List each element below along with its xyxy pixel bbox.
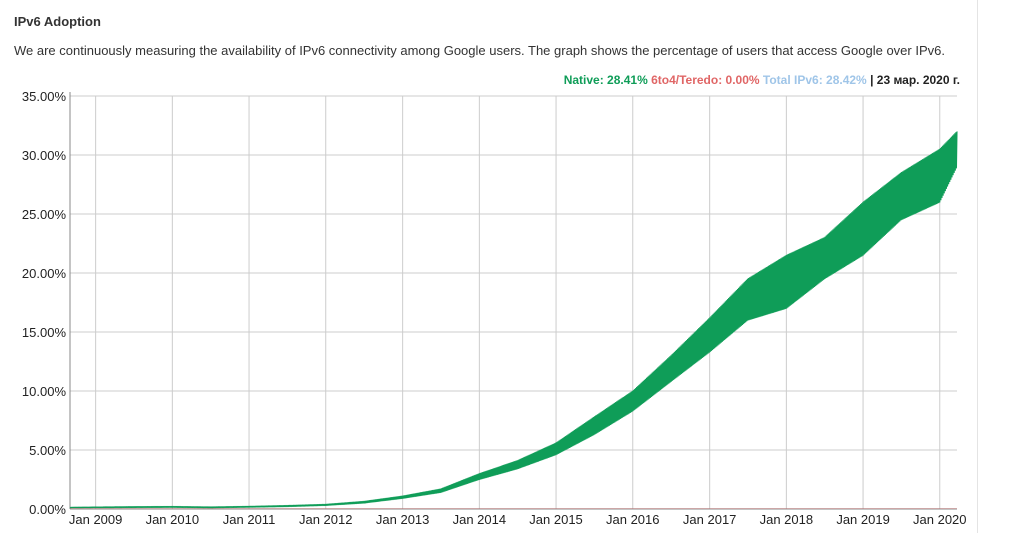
x-tick-label: Jan 2012 [299,512,353,527]
panel-right-border [977,0,978,533]
x-tick-label: Jan 2015 [529,512,583,527]
y-tick-label: 30.00% [22,148,67,163]
x-tick-label: Jan 2014 [453,512,507,527]
x-tick-label: Jan 2017 [683,512,737,527]
legend-native: Native: 28.41% [563,73,648,87]
legend-teredo: 6to4/Teredo: 0.00% [651,73,760,87]
y-tick-label: 0.00% [29,502,66,517]
x-tick-label: Jan 2018 [760,512,814,527]
y-tick-label: 5.00% [29,443,66,458]
y-tick-label: 20.00% [22,266,67,281]
x-tick-label: Jan 2011 [223,512,276,527]
legend-date: 23 мар. 2020 г. [876,73,960,87]
page-title: IPv6 Adoption [14,14,101,29]
x-tick-label: Jan 2020 [913,512,967,527]
x-tick-label: Jan 2019 [836,512,890,527]
y-tick-label: 25.00% [22,207,67,222]
x-tick-label: Jan 2009 [69,512,123,527]
legend-total: Total IPv6: 28.42% [762,73,867,87]
x-tick-label: Jan 2016 [606,512,660,527]
chart-legend: Native: 28.41% 6to4/Teredo: 0.00% Total … [564,73,960,87]
y-tick-label: 35.00% [22,89,67,104]
page-description: We are continuously measuring the availa… [14,43,945,58]
legend-separator: | [866,73,877,87]
y-tick-label: 10.00% [22,384,67,399]
x-tick-label: Jan 2013 [376,512,430,527]
x-tick-label: Jan 2010 [146,512,200,527]
series-native-line [69,131,958,509]
y-tick-label: 15.00% [22,325,67,340]
